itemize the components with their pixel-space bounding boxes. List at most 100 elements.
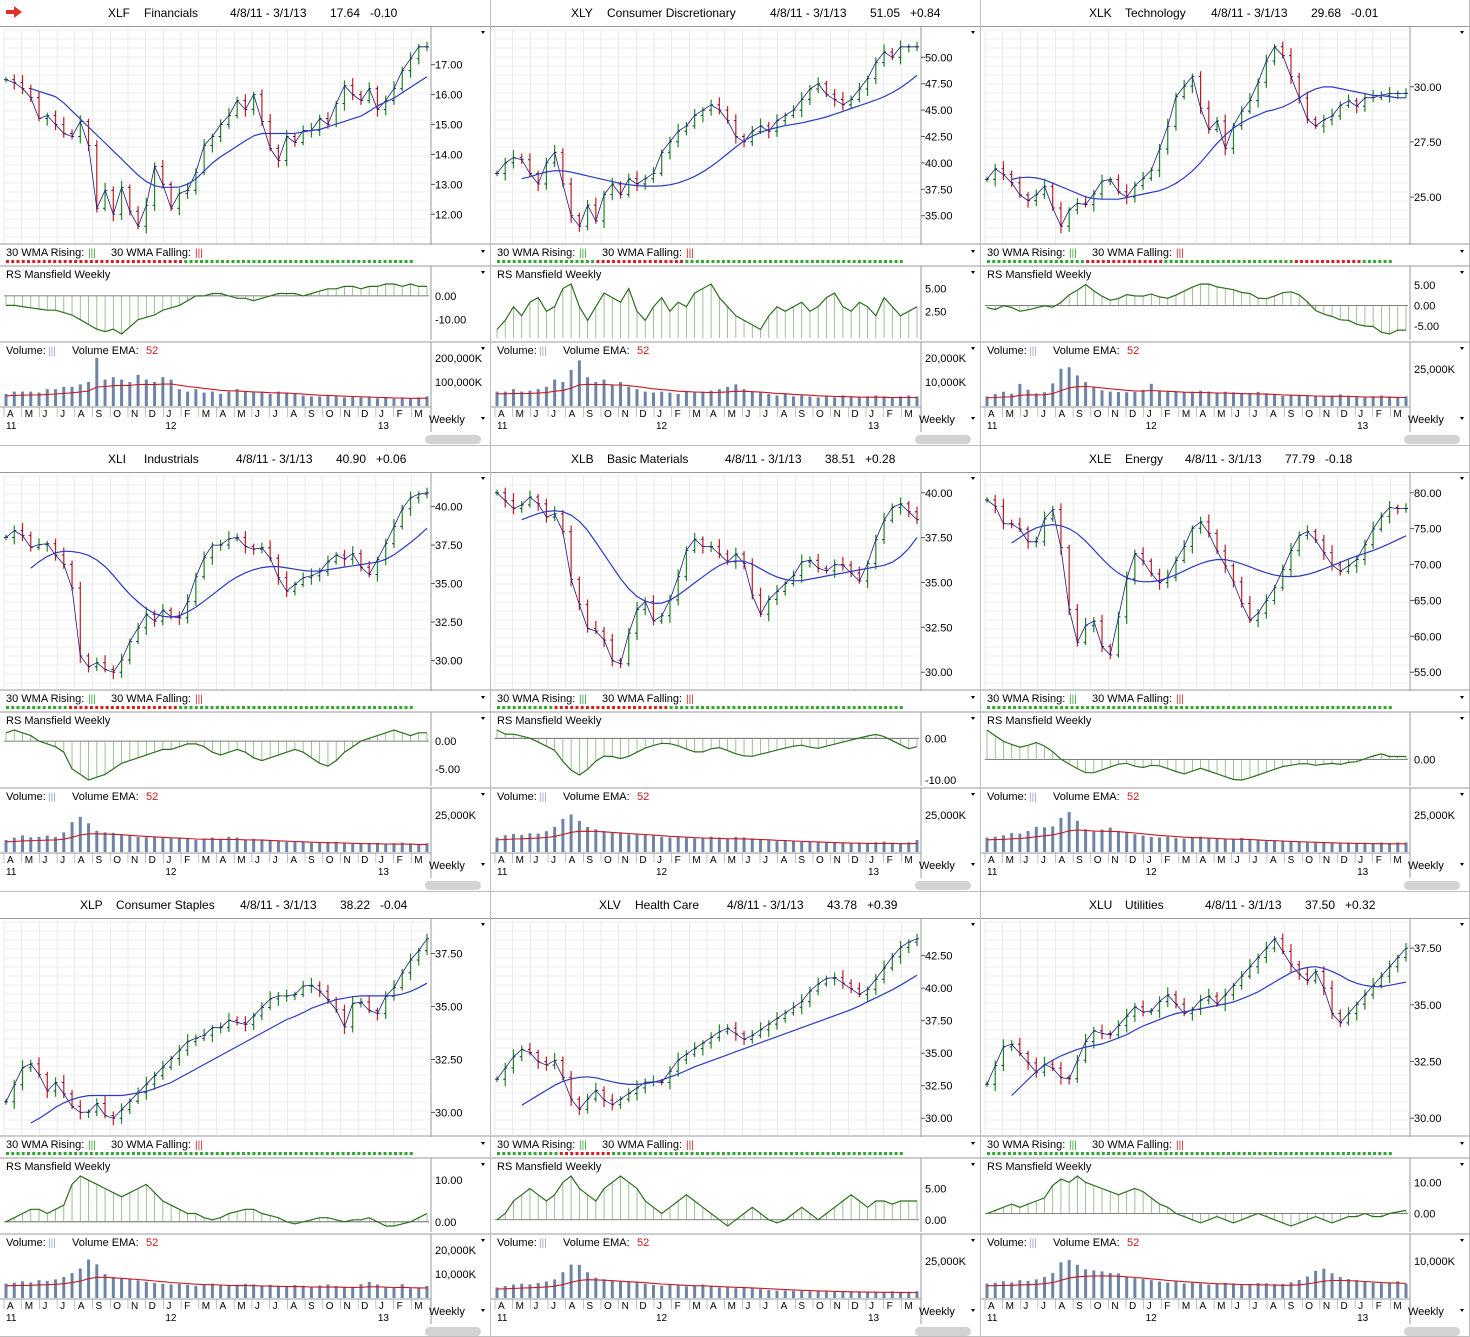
chart-panel-xlk[interactable]: XLK Technology 4/8/11 - 3/1/13 29.68 -0.01 30… (981, 0, 1470, 446)
price-tick-label: 30.00 (925, 667, 953, 679)
chart-panel-xlu[interactable]: XLU Utilities 4/8/11 - 3/1/13 37.50 +0.32 37.… (981, 892, 1470, 1337)
chart-panel-xlv[interactable]: XLV Health Care 4/8/11 - 3/1/13 43.78 +0.39 4… (491, 892, 981, 1337)
period-selector[interactable]: Weekly (1408, 860, 1444, 872)
volume-bar (62, 1277, 66, 1298)
horizontal-scrollbar[interactable] (1404, 435, 1460, 444)
month-tick-label: J (42, 855, 47, 866)
period-selector[interactable]: Weekly (429, 860, 465, 872)
wma-status-dot (289, 260, 293, 263)
volume-bar (1125, 1276, 1129, 1298)
chart-panel-xlp[interactable]: XLP Consumer Staples 4/8/11 - 3/1/13 38.22-… (0, 892, 491, 1337)
period-selector[interactable]: Weekly (919, 860, 955, 872)
dropdown-arrow-icon[interactable] (1460, 863, 1464, 866)
volume-bar (1166, 836, 1170, 852)
dropdown-arrow-icon[interactable] (971, 1309, 975, 1312)
dropdown-arrow-icon[interactable] (1460, 271, 1464, 274)
dropdown-arrow-icon[interactable] (481, 1309, 485, 1312)
horizontal-scrollbar[interactable] (425, 1327, 481, 1336)
dropdown-arrow-icon[interactable] (481, 863, 485, 866)
horizontal-scrollbar[interactable] (425, 435, 481, 444)
dropdown-arrow-icon[interactable] (971, 1239, 975, 1242)
dropdown-arrow-icon[interactable] (971, 696, 975, 699)
dropdown-arrow-icon[interactable] (481, 1239, 485, 1242)
price-bar (1404, 503, 1408, 513)
dropdown-arrow-icon[interactable] (1460, 31, 1464, 34)
month-tick-label: F (1164, 1301, 1170, 1312)
chart-panel-xly[interactable]: XLY Consumer Discretionary 4/8/11 - 3/1/13… (491, 0, 981, 446)
dropdown-arrow-icon[interactable] (971, 717, 975, 720)
wma-status-dot (680, 260, 684, 263)
period-selector[interactable]: Weekly (1408, 414, 1444, 426)
horizontal-scrollbar[interactable] (915, 435, 971, 444)
dropdown-arrow-icon[interactable] (971, 347, 975, 350)
rs-tick-label: 0.00 (1414, 754, 1435, 766)
volume-bar (219, 838, 223, 852)
wma-status-dot (89, 706, 93, 709)
wma-status-dot (68, 260, 72, 263)
volume-bar (750, 391, 754, 406)
dropdown-arrow-icon[interactable] (971, 1163, 975, 1166)
dropdown-arrow-icon[interactable] (1460, 417, 1464, 420)
dropdown-arrow-icon[interactable] (971, 417, 975, 420)
dropdown-arrow-icon[interactable] (1460, 696, 1464, 699)
volume-bar (759, 1289, 763, 1298)
dropdown-arrow-icon[interactable] (971, 1142, 975, 1145)
dropdown-arrow-icon[interactable] (481, 923, 485, 926)
dropdown-arrow-icon[interactable] (1460, 793, 1464, 796)
dropdown-arrow-icon[interactable] (481, 793, 485, 796)
dropdown-arrow-icon[interactable] (1460, 347, 1464, 350)
dropdown-arrow-icon[interactable] (971, 863, 975, 866)
wma-status-dot (1174, 260, 1178, 263)
dropdown-arrow-icon[interactable] (971, 31, 975, 34)
price-bar (1346, 1007, 1351, 1026)
dropdown-arrow-icon[interactable] (481, 417, 485, 420)
dropdown-arrow-icon[interactable] (481, 477, 485, 480)
period-selector[interactable]: Weekly (429, 1306, 465, 1318)
period-selector[interactable]: Weekly (429, 414, 465, 426)
period-selector[interactable]: Weekly (919, 1306, 955, 1318)
wma-status-dot (367, 706, 371, 709)
dropdown-arrow-icon[interactable] (1460, 1239, 1464, 1242)
horizontal-scrollbar[interactable] (1404, 881, 1460, 890)
price-bar (527, 490, 532, 508)
dropdown-arrow-icon[interactable] (971, 477, 975, 480)
dropdown-arrow-icon[interactable] (971, 793, 975, 796)
dropdown-arrow-icon[interactable] (1460, 1309, 1464, 1312)
chart-panel-xlf[interactable]: XLF Financials 4/8/11 - 3/1/13 17.64 -0.10 17… (0, 0, 491, 446)
volume-bar (1190, 391, 1194, 406)
dropdown-arrow-icon[interactable] (481, 696, 485, 699)
dropdown-arrow-icon[interactable] (481, 347, 485, 350)
dropdown-arrow-icon[interactable] (1460, 1163, 1464, 1166)
horizontal-scrollbar[interactable] (425, 881, 481, 890)
dropdown-arrow-icon[interactable] (481, 717, 485, 720)
dropdown-arrow-icon[interactable] (481, 31, 485, 34)
chart-panel-xlb[interactable]: XLB Basic Materials 4/8/11 - 3/1/13 38.51 +0… (491, 446, 981, 892)
chart-panel-xli[interactable]: XLI Industrials 4/8/11 - 3/1/13 40.90 +0.06 4… (0, 446, 491, 892)
chart-panel-xle[interactable]: XLE Energy 4/8/11 - 3/1/13 77.79 -0.18 80.00 7… (981, 446, 1470, 892)
sector-name: Technology (1125, 6, 1186, 20)
period-selector[interactable]: Weekly (1408, 1306, 1444, 1318)
month-tick-label: J (1041, 1301, 1046, 1312)
period-selector[interactable]: Weekly (919, 414, 955, 426)
dropdown-arrow-icon[interactable] (971, 923, 975, 926)
dropdown-arrow-icon[interactable] (481, 250, 485, 253)
dropdown-arrow-icon[interactable] (1460, 477, 1464, 480)
dropdown-arrow-icon[interactable] (1460, 250, 1464, 253)
dropdown-arrow-icon[interactable] (481, 1142, 485, 1145)
dropdown-arrow-icon[interactable] (1460, 923, 1464, 926)
rs-tick-label: 0.00 (1414, 301, 1435, 313)
wma-status-dot (6, 706, 9, 709)
dropdown-arrow-icon[interactable] (971, 250, 975, 253)
dropdown-arrow-icon[interactable] (971, 271, 975, 274)
dropdown-arrow-icon[interactable] (1460, 1142, 1464, 1145)
horizontal-scrollbar[interactable] (915, 1327, 971, 1336)
wma-status-dot (1336, 1152, 1340, 1155)
volume-bar (577, 360, 581, 406)
dropdown-arrow-icon[interactable] (1460, 717, 1464, 720)
dropdown-arrow-icon[interactable] (481, 271, 485, 274)
wma-status-dot (399, 260, 403, 263)
dropdown-arrow-icon[interactable] (481, 1163, 485, 1166)
horizontal-scrollbar[interactable] (915, 881, 971, 890)
horizontal-scrollbar[interactable] (1404, 1327, 1460, 1336)
wma-status-dot (884, 706, 888, 709)
